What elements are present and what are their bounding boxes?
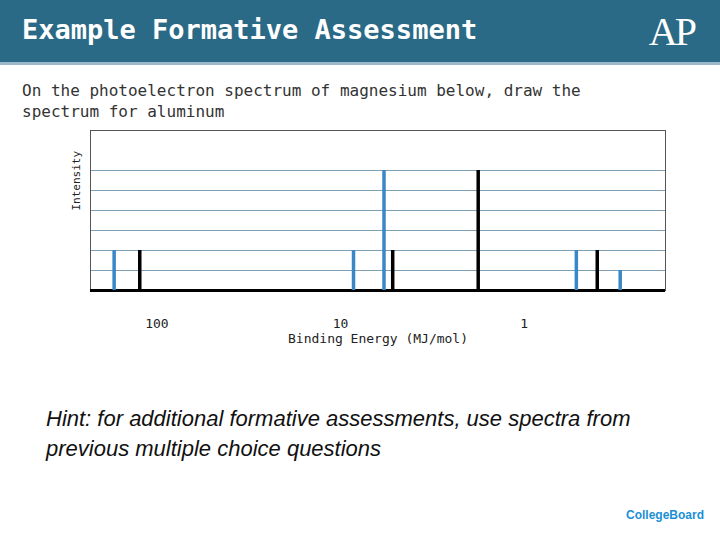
svg-text:100: 100 [145, 316, 168, 331]
svg-text:Binding Energy (MJ/mol): Binding Energy (MJ/mol) [288, 331, 468, 346]
html-text:On the photoelectron spectrum: On the photoelectron spectrum of magnesi… [22, 81, 581, 121]
svg-text:10: 10 [333, 316, 349, 331]
html-text:CollegeBoard: CollegeBoard [626, 508, 704, 522]
html-text:Example Formative Assessment: Example Formative Assessment [22, 14, 478, 45]
html-text:Hint: for additional formative: Hint: for additional formative assessmen… [46, 406, 631, 461]
html-text:AP: AP [648, 9, 694, 54]
svg-text:1: 1 [520, 316, 528, 331]
svg-text:Intensity: Intensity [70, 151, 83, 211]
